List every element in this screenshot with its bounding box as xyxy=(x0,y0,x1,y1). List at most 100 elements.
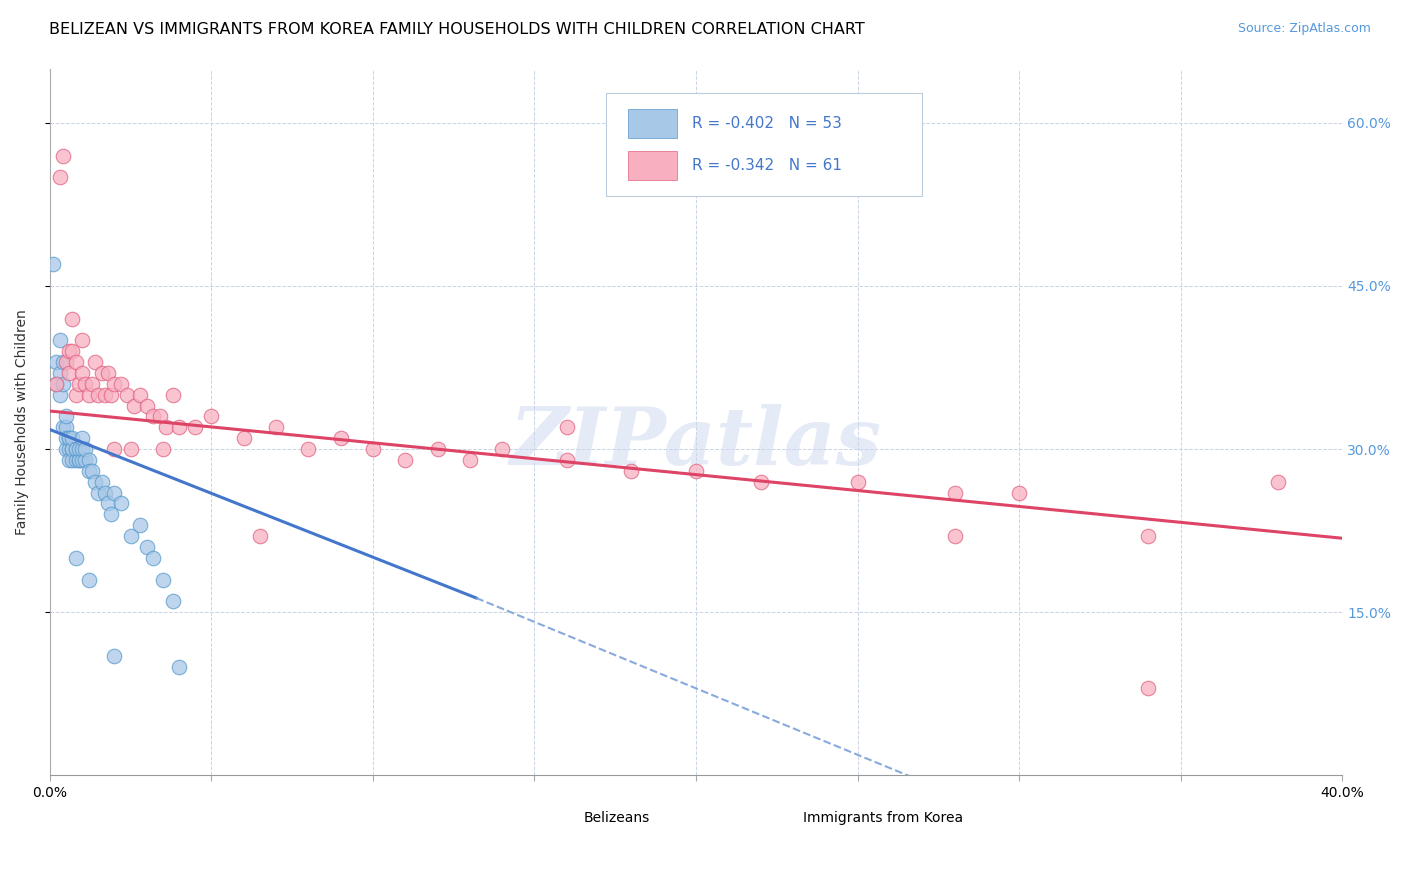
Point xyxy=(75,442,97,456)
Point xyxy=(426,442,449,456)
Point xyxy=(90,475,112,489)
Point xyxy=(943,529,966,543)
Point xyxy=(97,366,120,380)
Point xyxy=(135,540,157,554)
Point xyxy=(394,453,416,467)
Point xyxy=(1267,475,1289,489)
Text: R = -0.342   N = 61: R = -0.342 N = 61 xyxy=(692,158,842,173)
Point xyxy=(65,442,87,456)
Text: Belizeans: Belizeans xyxy=(583,811,650,825)
Point xyxy=(67,453,90,467)
Point xyxy=(491,442,513,456)
Point xyxy=(117,388,139,402)
Point xyxy=(329,431,352,445)
Bar xyxy=(754,808,790,828)
Text: R = -0.402   N = 53: R = -0.402 N = 53 xyxy=(692,116,842,131)
Point xyxy=(162,388,184,402)
Point xyxy=(52,376,75,391)
Point xyxy=(75,453,97,467)
Point xyxy=(184,420,207,434)
Point xyxy=(48,334,70,348)
Point xyxy=(110,496,132,510)
Point xyxy=(58,366,80,380)
Point xyxy=(200,409,222,424)
Point xyxy=(685,464,707,478)
Point xyxy=(62,344,84,359)
Point xyxy=(65,355,87,369)
Point xyxy=(1137,681,1160,696)
Point xyxy=(65,550,87,565)
Point xyxy=(62,453,84,467)
Point xyxy=(48,170,70,185)
Point xyxy=(58,431,80,445)
Point xyxy=(149,409,172,424)
Point xyxy=(103,376,125,391)
Point xyxy=(122,399,145,413)
Point xyxy=(232,431,254,445)
Point xyxy=(62,311,84,326)
Point xyxy=(249,529,271,543)
Point xyxy=(67,442,90,456)
Point xyxy=(77,388,100,402)
Point xyxy=(620,464,643,478)
Point xyxy=(58,431,80,445)
Point xyxy=(458,453,481,467)
Point xyxy=(297,442,319,456)
Point xyxy=(90,366,112,380)
Point xyxy=(55,409,77,424)
Point xyxy=(70,366,93,380)
Point xyxy=(846,475,869,489)
Point xyxy=(52,355,75,369)
Point xyxy=(264,420,287,434)
Point xyxy=(555,420,578,434)
Point xyxy=(120,442,142,456)
Point xyxy=(103,442,125,456)
Point xyxy=(87,388,110,402)
Point xyxy=(45,376,67,391)
Point xyxy=(70,431,93,445)
Point xyxy=(62,442,84,456)
Point xyxy=(87,485,110,500)
Point xyxy=(84,475,107,489)
Point xyxy=(45,355,67,369)
Point xyxy=(55,355,77,369)
Point xyxy=(84,355,107,369)
Point xyxy=(58,442,80,456)
Point xyxy=(67,453,90,467)
Point xyxy=(65,442,87,456)
Point xyxy=(65,388,87,402)
Point xyxy=(67,376,90,391)
Point xyxy=(135,399,157,413)
Point xyxy=(100,508,122,522)
Point xyxy=(94,388,117,402)
Y-axis label: Family Households with Children: Family Households with Children xyxy=(15,309,30,535)
Point xyxy=(80,464,103,478)
Point xyxy=(1008,485,1031,500)
Point xyxy=(55,420,77,434)
Point xyxy=(62,442,84,456)
Bar xyxy=(627,109,676,138)
Point xyxy=(70,453,93,467)
Point xyxy=(70,334,93,348)
Text: Immigrants from Korea: Immigrants from Korea xyxy=(803,811,963,825)
Point xyxy=(75,376,97,391)
Bar xyxy=(627,151,676,180)
Point xyxy=(100,388,122,402)
Point xyxy=(167,659,190,673)
Point xyxy=(943,485,966,500)
Point xyxy=(55,431,77,445)
Point xyxy=(62,431,84,445)
Point xyxy=(142,550,165,565)
Point xyxy=(155,420,177,434)
Point xyxy=(361,442,384,456)
Point xyxy=(142,409,165,424)
Point xyxy=(167,420,190,434)
Point xyxy=(749,475,772,489)
Point xyxy=(120,529,142,543)
Point xyxy=(48,366,70,380)
Point xyxy=(94,485,117,500)
Point xyxy=(77,453,100,467)
Text: Source: ZipAtlas.com: Source: ZipAtlas.com xyxy=(1237,22,1371,36)
Point xyxy=(65,453,87,467)
Point xyxy=(110,376,132,391)
